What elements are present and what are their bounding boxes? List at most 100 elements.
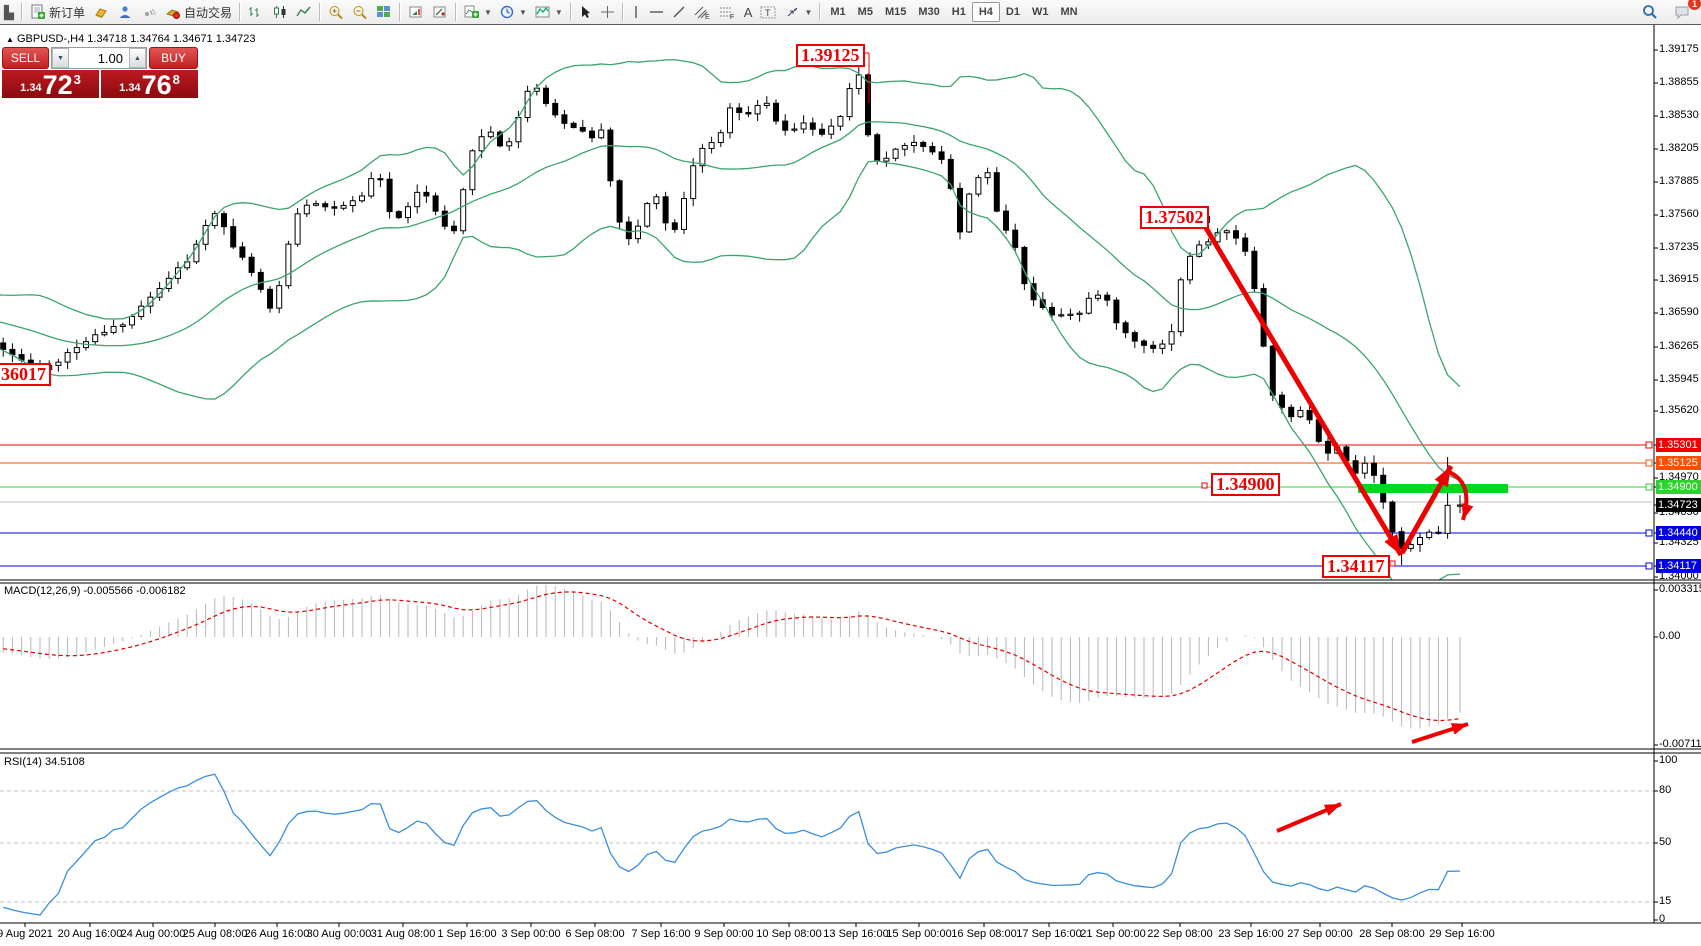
symbol-collapse-icon[interactable]: ▲ [6,35,14,44]
community-button[interactable] [113,1,137,23]
axis-price-label: 1.38530 [1659,109,1699,121]
cursor-tool-button[interactable] [575,1,596,23]
timeframe-D1[interactable]: D1 [1005,6,1020,18]
axis-time-label: 6 Sep 08:00 [565,928,625,940]
zoom-in-icon [329,5,343,19]
chart-canvas[interactable] [0,25,1701,946]
price-annotation-box[interactable]: 36017 [0,363,51,386]
axis-time-label: 26 Aug 16:00 [244,928,310,940]
timeframe-M5[interactable]: M5 [857,6,873,18]
price-annotation-box[interactable]: 1.37502 [1140,206,1209,229]
autotrade-label: 自动交易 [184,5,233,20]
axis-level-label: 1.34723 [1656,498,1701,512]
window-cascade-icon [433,6,446,18]
label-tool-button[interactable]: T [756,1,781,23]
buy-button[interactable]: BUY [149,47,198,69]
fibonacci-icon: F [719,7,734,20]
autotrade-button[interactable]: 自动交易 [161,1,236,23]
dropdown-arrow-icon: ▼ [484,7,492,17]
axis-price-label: 80 [1659,784,1672,796]
text-label-icon: T [760,6,776,18]
timeframe-MN[interactable]: MN [1060,6,1078,18]
notification-badge: 1 [1688,0,1701,10]
axis-time-label: 21 Sep 00:00 [1080,928,1146,940]
sell-price-prefix: 1.34 [20,82,42,94]
chart-window-icon[interactable]: ▙ [0,1,18,23]
periods-button[interactable]: ▼ [496,1,531,23]
add-indicator-button[interactable]: ▼ [460,1,496,23]
svg-text:F: F [730,14,734,20]
axis-time-label: 22 Sep 08:00 [1147,928,1213,940]
price-annotation-box[interactable]: 1.34117 [1322,555,1390,578]
axis-level-label: 1.35301 [1656,438,1701,452]
gold-icon [95,8,107,18]
sell-price-display[interactable]: 1.34 72 3 [2,70,99,99]
sell-button[interactable]: SELL [2,47,49,69]
new-order-button[interactable]: 新订单 [26,1,89,23]
buy-price-pip: 8 [172,72,180,87]
axis-time-label: 17 Sep 16:00 [1016,928,1082,940]
axis-price-label: 1.37560 [1659,208,1699,220]
crosshair-tool-button[interactable] [596,1,619,23]
axis-time-label: 1 Sep 16:00 [437,928,497,940]
signal-icon [145,8,156,16]
axis-level-label: 1.35125 [1656,456,1701,470]
vline-tool-button[interactable] [627,1,645,23]
timeframe-H1[interactable]: H1 [951,6,966,18]
hline-tool-button[interactable] [645,1,668,23]
axis-time-label: 13 Sep 16:00 [823,928,889,940]
market-watch-button[interactable] [89,1,113,23]
candle-chart-mode-button[interactable] [268,1,292,23]
axis-price-label: 1.34000 [1659,570,1699,582]
line-chart-mode-button[interactable] [292,1,316,23]
axis-time-label: 15 Sep 00:00 [886,928,952,940]
price-annotation-box[interactable]: 1.34900 [1211,473,1280,496]
zoom-out-button[interactable] [348,1,372,23]
signals-button[interactable] [137,1,161,23]
one-click-trading-panel: SELL ▼ ▲ BUY 1.34 72 3 1.34 76 8 [2,47,198,99]
channel-tool-button[interactable]: E [690,1,715,23]
fibonacci-tool-button[interactable]: F [715,1,740,23]
volume-decrease-button[interactable]: ▼ [52,48,69,68]
vertical-line-icon [635,6,637,18]
timeframe-M15[interactable]: M15 [884,6,907,18]
timeframe-M30[interactable]: M30 [918,6,940,18]
cascade-windows-button[interactable] [428,1,452,23]
arrange-windows-button[interactable] [404,1,428,23]
notifications-button[interactable]: 1 [1670,0,1701,23]
axis-price-label: 15 [1659,895,1672,907]
axis-time-label: 7 Sep 16:00 [631,928,691,940]
axis-price-label: 1.38855 [1659,76,1699,88]
volume-control: ▼ ▲ [51,47,147,69]
price-annotation-box[interactable]: 1.39125 [796,44,865,67]
bar-chart-icon [249,7,260,17]
axis-time-label: 28 Sep 08:00 [1359,928,1425,940]
dropdown-arrow-icon: ▼ [554,7,563,17]
volume-increase-button[interactable]: ▲ [129,48,146,68]
equidistant-channel-icon: E [694,6,710,20]
zoom-in-button[interactable] [324,1,348,23]
buy-price-display[interactable]: 1.34 76 8 [101,70,198,99]
trendline-icon [673,6,685,18]
toolbar: ▙ 新订单 自动交易 [0,0,1701,25]
bar-chart-mode-button[interactable] [244,1,268,23]
volume-input[interactable] [69,48,129,68]
sell-price-pip: 3 [73,72,81,87]
macd-histogram [2,584,1461,729]
search-button[interactable] [1638,1,1662,23]
svg-text:T: T [765,8,771,18]
arrows-tool-button[interactable]: ▼ [781,1,816,23]
text-tool-button[interactable]: A [740,1,757,23]
axis-price-label: 100 [1659,754,1678,766]
trendline-tool-button[interactable] [668,1,690,23]
rsi-indicator-label: RSI(14) 34.5108 [4,756,85,768]
timeframe-M1[interactable]: M1 [830,6,846,18]
axis-price-label: 1.37235 [1659,241,1699,253]
dropdown-arrow-icon: ▼ [518,7,527,17]
templates-button[interactable]: ▼ [531,1,567,23]
crosshair-icon [600,6,614,18]
candlestick-icon [274,6,286,18]
timeframe-H4[interactable]: H4 [971,2,1000,22]
timeframe-W1[interactable]: W1 [1031,6,1049,18]
tile-windows-button[interactable] [372,1,396,23]
